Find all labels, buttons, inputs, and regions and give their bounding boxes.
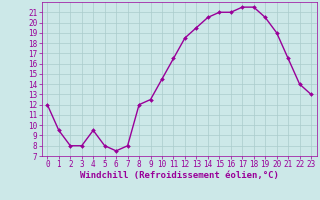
X-axis label: Windchill (Refroidissement éolien,°C): Windchill (Refroidissement éolien,°C) <box>80 171 279 180</box>
